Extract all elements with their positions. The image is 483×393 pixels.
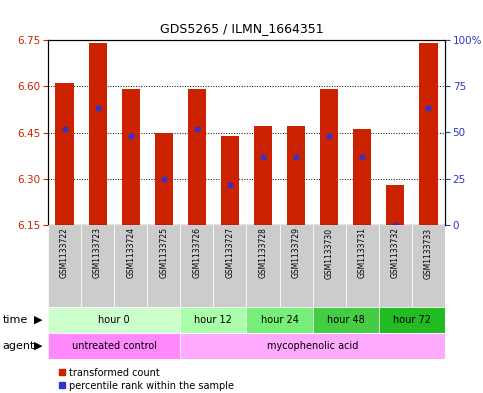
Bar <box>48 307 180 333</box>
Text: GSM1133731: GSM1133731 <box>358 228 367 279</box>
Text: GSM1133730: GSM1133730 <box>325 228 334 279</box>
Bar <box>280 225 313 307</box>
Bar <box>254 126 272 225</box>
Bar <box>48 225 81 307</box>
Bar <box>180 225 213 307</box>
Text: GSM1133723: GSM1133723 <box>93 228 102 279</box>
Bar <box>379 225 412 307</box>
Text: GSM1133733: GSM1133733 <box>424 228 433 279</box>
Bar <box>313 225 346 307</box>
Text: ▶: ▶ <box>34 315 43 325</box>
Bar <box>147 225 180 307</box>
Bar <box>88 43 107 225</box>
Text: GSM1133726: GSM1133726 <box>192 228 201 279</box>
Text: hour 72: hour 72 <box>393 315 431 325</box>
Legend: transformed count, percentile rank within the sample: transformed count, percentile rank withi… <box>57 368 234 391</box>
Bar <box>48 333 180 359</box>
Text: GDS5265 / ILMN_1664351: GDS5265 / ILMN_1664351 <box>160 22 323 35</box>
Bar <box>81 225 114 307</box>
Bar <box>122 89 140 225</box>
Text: agent: agent <box>2 341 35 351</box>
Bar <box>412 225 445 307</box>
Bar <box>246 225 280 307</box>
Text: GSM1133732: GSM1133732 <box>391 228 400 279</box>
Text: hour 0: hour 0 <box>99 315 130 325</box>
Text: untreated control: untreated control <box>71 341 156 351</box>
Text: hour 12: hour 12 <box>195 315 232 325</box>
Bar <box>180 307 246 333</box>
Bar <box>287 126 305 225</box>
Text: GSM1133729: GSM1133729 <box>292 228 300 279</box>
Bar <box>180 333 445 359</box>
Bar <box>346 225 379 307</box>
Bar <box>313 307 379 333</box>
Bar <box>155 132 173 225</box>
Text: GSM1133722: GSM1133722 <box>60 228 69 278</box>
Bar <box>320 89 338 225</box>
Text: ▶: ▶ <box>34 341 43 351</box>
Bar <box>353 129 371 225</box>
Bar <box>246 307 313 333</box>
Text: GSM1133727: GSM1133727 <box>226 228 234 279</box>
Text: mycophenolic acid: mycophenolic acid <box>267 341 358 351</box>
Bar <box>221 136 239 225</box>
Text: hour 48: hour 48 <box>327 315 365 325</box>
Bar <box>188 89 206 225</box>
Text: GSM1133724: GSM1133724 <box>126 228 135 279</box>
Bar <box>386 185 404 225</box>
Bar <box>114 225 147 307</box>
Bar <box>379 307 445 333</box>
Text: time: time <box>2 315 28 325</box>
Bar <box>213 225 246 307</box>
Bar <box>419 43 438 225</box>
Bar <box>56 83 73 225</box>
Text: GSM1133725: GSM1133725 <box>159 228 168 279</box>
Text: hour 24: hour 24 <box>261 315 298 325</box>
Text: GSM1133728: GSM1133728 <box>258 228 268 278</box>
